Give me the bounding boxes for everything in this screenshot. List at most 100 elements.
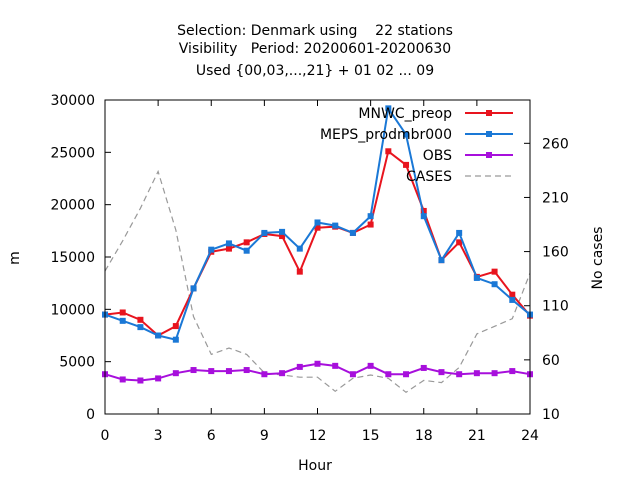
- data-point: [491, 370, 498, 377]
- y-tick-label: 15000: [50, 250, 95, 266]
- data-point: [438, 257, 445, 264]
- y-axis-label: m: [7, 251, 23, 265]
- x-tick-label: 24: [521, 428, 539, 444]
- x-tick-label: 18: [415, 428, 433, 444]
- data-point: [119, 317, 126, 324]
- data-point: [190, 367, 197, 374]
- y-tick-label: 10000: [50, 302, 95, 318]
- y-tick-label: 25000: [50, 145, 95, 161]
- y-tick-label: 5000: [59, 355, 95, 371]
- y2-tick-label: 110: [542, 299, 569, 315]
- data-point: [279, 233, 286, 240]
- data-point: [420, 364, 427, 371]
- data-point: [296, 245, 303, 252]
- series-cases: [104, 169, 531, 394]
- data-point: [314, 219, 321, 226]
- y2-tick-label: 160: [542, 245, 569, 261]
- x-axis-label: Hour: [298, 458, 332, 474]
- y2-tick-label: 210: [542, 190, 569, 206]
- data-point: [314, 224, 321, 231]
- data-point: [155, 332, 162, 339]
- data-point: [438, 369, 445, 376]
- data-point: [190, 285, 197, 292]
- data-point: [509, 291, 516, 298]
- data-point: [349, 229, 356, 236]
- data-point: [509, 368, 516, 375]
- legend-marker: [486, 152, 492, 158]
- data-point: [420, 207, 427, 214]
- data-point: [172, 370, 179, 377]
- data-point: [172, 336, 179, 343]
- data-point: [119, 309, 126, 316]
- axis-ticks: 0 5000 10000 15000 20000 25000 30000 0 3 6 9 12 15 18…: [50, 93, 568, 444]
- data-point: [296, 268, 303, 275]
- chart-title: Selection: Denmark using 22 stations Vis…: [177, 23, 453, 79]
- title-line-1: Selection: Denmark using 22 stations: [177, 23, 453, 39]
- title-line-3: Used {00,03,...,21} + 01 02 ... 09: [196, 63, 434, 79]
- data-point: [349, 371, 356, 378]
- data-point: [456, 229, 463, 236]
- legend: MNWC_preop MEPS_prodmbr000 OBS CASES: [320, 106, 513, 185]
- y2-axis-label: No cases: [590, 227, 606, 290]
- plot-frame: [104, 99, 531, 415]
- data-point: [403, 161, 410, 168]
- legend-marker: [486, 110, 492, 116]
- data-point: [155, 375, 162, 382]
- series-line-cases: [104, 169, 531, 394]
- data-point: [243, 247, 250, 254]
- data-point: [367, 362, 374, 369]
- series-meps_prodmbr000: [102, 105, 533, 343]
- data-point: [491, 268, 498, 275]
- data-point: [456, 371, 463, 378]
- data-point: [261, 371, 268, 378]
- y-tick-label: 20000: [50, 198, 95, 214]
- y2-tick-label: 260: [542, 136, 569, 152]
- data-point: [403, 371, 410, 378]
- y-tick-label: 0: [86, 407, 95, 423]
- y2-tick-label: 60: [542, 353, 560, 369]
- data-point: [172, 323, 179, 330]
- data-point: [119, 376, 126, 383]
- data-point: [314, 360, 321, 367]
- data-point: [279, 370, 286, 377]
- data-point: [137, 316, 144, 323]
- series-obs: [102, 360, 533, 384]
- x-tick-label: 3: [154, 428, 163, 444]
- legend-label-mnwc_preop: MNWC_preop: [358, 106, 452, 122]
- data-point: [279, 228, 286, 235]
- data-point: [208, 368, 215, 375]
- x-tick-label: 9: [260, 428, 269, 444]
- data-point: [332, 362, 339, 369]
- y2-tick-label: 10: [542, 407, 560, 423]
- data-point: [332, 222, 339, 229]
- data-point: [491, 281, 498, 288]
- data-point: [385, 148, 392, 155]
- data-point: [385, 371, 392, 378]
- data-point: [243, 367, 250, 374]
- data-point: [473, 370, 480, 377]
- x-tick-label: 6: [207, 428, 216, 444]
- y-tick-label: 30000: [50, 93, 95, 109]
- x-tick-label: 0: [101, 428, 110, 444]
- legend-label-meps_prodmbr000: MEPS_prodmbr000: [320, 127, 452, 143]
- x-tick-label: 21: [468, 428, 486, 444]
- data-point: [225, 240, 232, 247]
- data-point: [208, 246, 215, 253]
- data-point: [509, 296, 516, 303]
- data-point: [261, 229, 268, 236]
- data-point: [385, 105, 392, 112]
- data-point: [456, 239, 463, 246]
- data-point: [225, 368, 232, 375]
- data-point: [225, 245, 232, 252]
- x-tick-label: 12: [309, 428, 327, 444]
- legend-label-obs: OBS: [423, 148, 452, 164]
- data-point: [420, 213, 427, 220]
- series-layer: [102, 105, 533, 394]
- data-point: [367, 213, 374, 220]
- data-point: [403, 131, 410, 138]
- data-point: [367, 221, 374, 228]
- legend-marker: [486, 131, 492, 137]
- series-mnwc_preop: [102, 148, 533, 339]
- data-point: [243, 239, 250, 246]
